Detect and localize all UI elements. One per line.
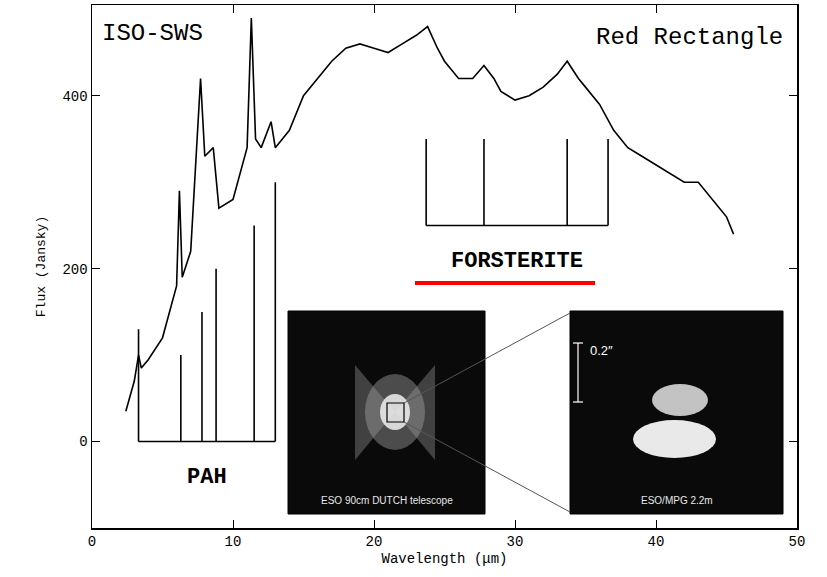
svg-text:ISO-SWS: ISO-SWS	[102, 20, 203, 47]
svg-text:ESO 90cm DUTCH telescope: ESO 90cm DUTCH telescope	[321, 495, 453, 506]
svg-text:0.2″: 0.2″	[590, 343, 613, 358]
svg-text:FORSTERITE: FORSTERITE	[451, 249, 583, 274]
svg-text:0: 0	[88, 534, 96, 550]
svg-text:Flux (Jansky): Flux (Jansky)	[34, 216, 49, 317]
svg-text:400: 400	[62, 89, 87, 105]
svg-text:40: 40	[648, 534, 665, 550]
svg-text:20: 20	[366, 534, 383, 550]
svg-text:ESO/MPG 2.2m: ESO/MPG 2.2m	[641, 495, 713, 506]
svg-text:Red Rectangle: Red Rectangle	[596, 24, 783, 51]
svg-text:10: 10	[225, 534, 242, 550]
svg-text:PAH: PAH	[187, 465, 227, 490]
svg-text:50: 50	[789, 534, 806, 550]
svg-text:Wavelength (μm): Wavelength (μm)	[381, 551, 507, 567]
svg-text:0: 0	[79, 434, 87, 450]
svg-text:200: 200	[62, 262, 87, 278]
svg-text:30: 30	[507, 534, 524, 550]
